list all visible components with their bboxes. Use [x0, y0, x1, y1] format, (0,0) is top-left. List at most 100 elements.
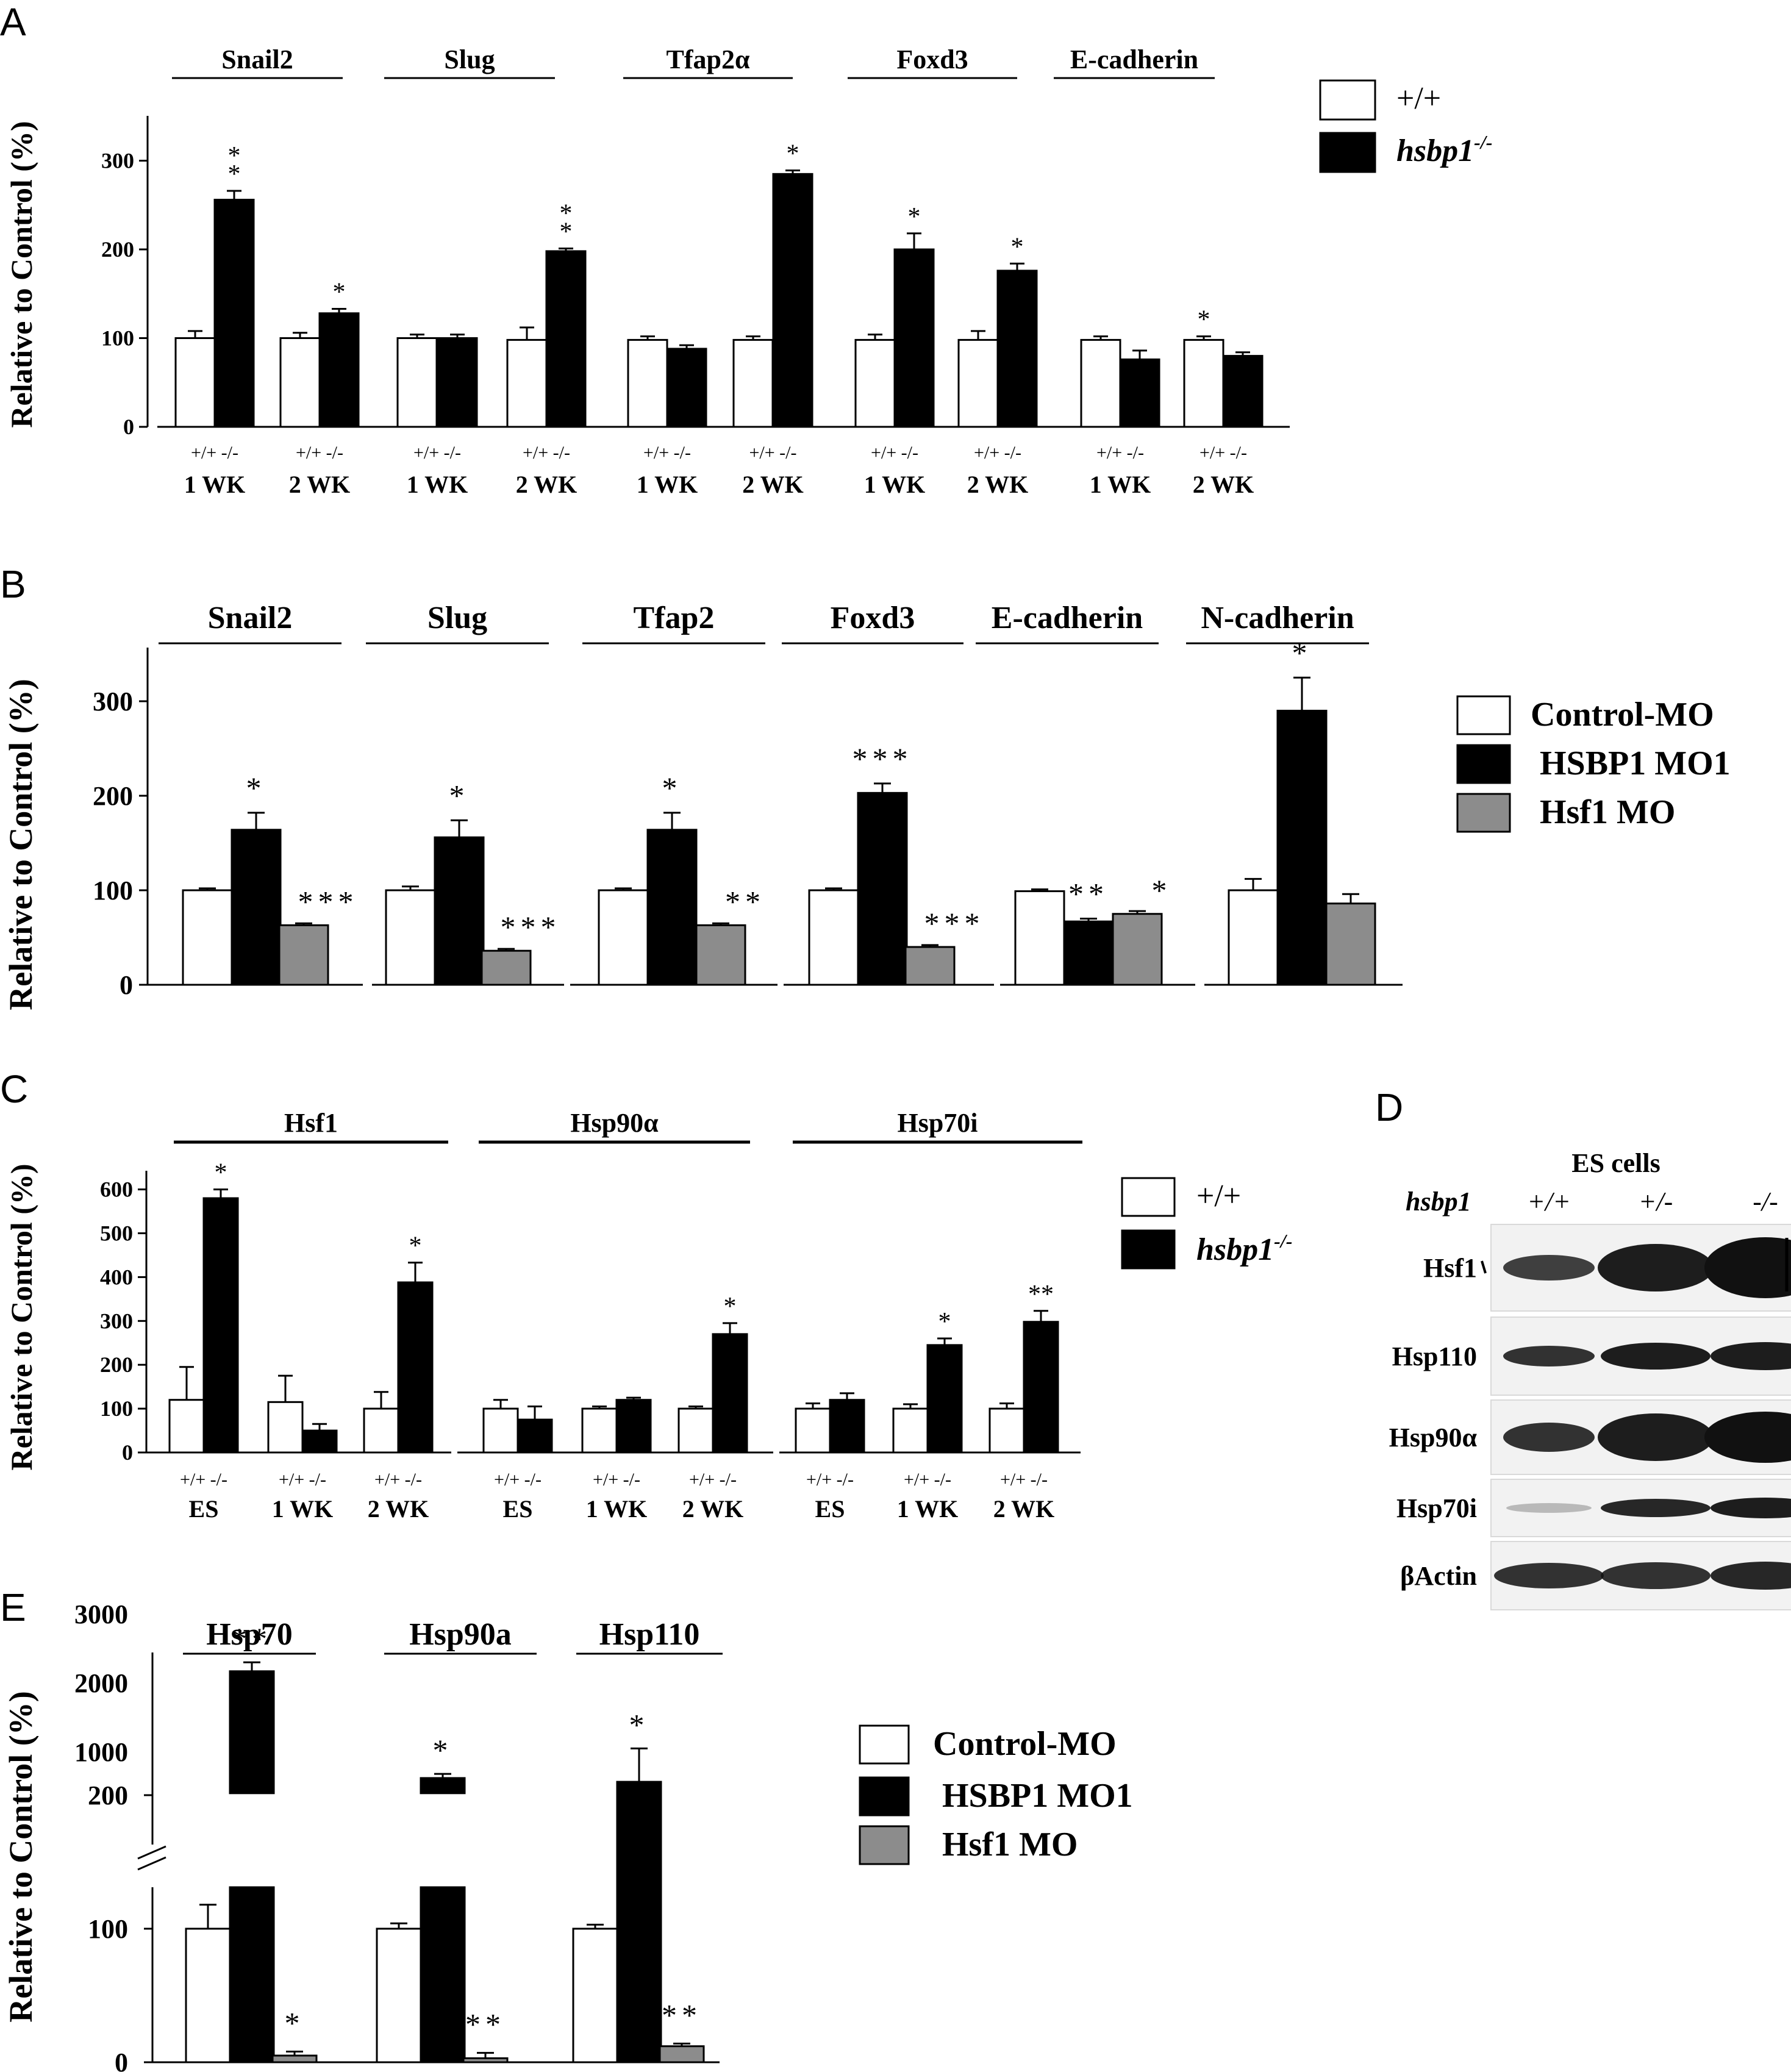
significance-marker: * — [228, 142, 241, 170]
bar — [1112, 913, 1163, 986]
legend-label: Control-MO — [1531, 696, 1714, 734]
bar — [385, 889, 436, 986]
genotype-label: +/+ -/- — [191, 443, 238, 463]
bar — [545, 250, 587, 428]
significance-marker: * — [333, 278, 346, 306]
bar — [437, 337, 478, 428]
bar — [616, 1781, 662, 2063]
gene-label: Hsf1 — [284, 1108, 338, 1138]
time-label: 2 WK — [682, 1495, 743, 1523]
significance-marker: * — [908, 203, 921, 231]
legend-swatch — [859, 1724, 910, 1765]
bar — [185, 1927, 231, 2063]
significance-marker: ** — [465, 2007, 506, 2042]
y-tick-label: 1000 — [74, 1737, 128, 1767]
significance-marker: * — [215, 1159, 227, 1187]
time-label: ES — [503, 1495, 533, 1523]
significance-marker: ** — [662, 1998, 702, 2032]
gene-label: Snail2 — [221, 45, 293, 74]
bar — [892, 1407, 929, 1454]
y-tick-label: 0 — [120, 970, 133, 1000]
legend-swatch — [1121, 1177, 1176, 1217]
bar — [168, 1399, 205, 1454]
legend-swatch — [1456, 793, 1511, 833]
genotype-label: +/+ -/- — [749, 443, 797, 463]
gene-label: E-cadherin — [1070, 45, 1198, 74]
legend-swatch — [859, 1825, 910, 1865]
lane-label: +/- — [1639, 1187, 1673, 1216]
bar — [301, 1429, 338, 1454]
bar — [1228, 889, 1279, 986]
bar — [712, 1333, 748, 1454]
y-tick-label: 100 — [101, 326, 134, 351]
y-tick-label: 100 — [100, 1396, 133, 1421]
bar — [376, 1927, 422, 2063]
gene-label: Foxd3 — [896, 45, 968, 74]
genotype-label: +/+ -/- — [806, 1470, 854, 1490]
bar-upper-segment — [229, 1670, 275, 1795]
bar — [1325, 902, 1376, 986]
legend-label: Control-MO — [933, 1725, 1117, 1763]
bar-lower-segment — [420, 1886, 466, 2063]
bar — [677, 1407, 714, 1454]
significance-marker: * — [560, 218, 573, 246]
time-label: 1 WK — [897, 1495, 958, 1523]
time-label: 1 WK — [864, 471, 925, 498]
bar — [732, 338, 774, 428]
blot-band — [1503, 1423, 1595, 1452]
blot-label: Hsp70i — [1396, 1493, 1477, 1523]
significance-marker: * — [285, 2006, 305, 2040]
significance-marker: ** — [1028, 1281, 1054, 1309]
y-tick-label: 3000 — [74, 1599, 128, 1629]
genotype-label: +/+ -/- — [643, 443, 691, 463]
panel-b-chart: Relative to Control (%) 0 100 200 300 Snail2 S… — [2, 601, 1731, 1010]
panel-letter-d: D — [1375, 1085, 1403, 1129]
axis-break-mark — [137, 1856, 166, 1871]
bar — [1023, 1321, 1059, 1454]
gene-label: Slug — [444, 45, 495, 74]
time-label: 1 WK — [1090, 471, 1151, 498]
bar — [1183, 338, 1224, 428]
genotype-label: +/+ -/- — [904, 1470, 951, 1490]
blot-band — [1601, 1343, 1711, 1370]
y-tick-label: 200 — [88, 1781, 128, 1810]
time-label: 1 WK — [637, 471, 698, 498]
panel-letter-b: B — [0, 562, 26, 606]
blot-band — [1506, 1503, 1592, 1513]
blot-band — [1598, 1244, 1714, 1291]
bar — [182, 889, 233, 986]
time-label: 2 WK — [967, 471, 1028, 498]
bar — [829, 1399, 865, 1454]
bar — [795, 1407, 831, 1454]
legend-label: hsbp1-/- — [1396, 131, 1492, 168]
significance-marker: * — [560, 200, 573, 228]
panel-letter-a: A — [0, 0, 26, 44]
y-axis-label: Relative to Control (%) — [4, 1163, 38, 1470]
panel-a-chart: Relative to Control (%) 0 100 200 300 Snail2 S… — [4, 45, 1492, 498]
bar — [481, 949, 532, 986]
lane-label: +/+ — [1527, 1187, 1571, 1216]
genotype-label: hsbp1 — [1406, 1187, 1471, 1216]
bar — [213, 199, 255, 428]
y-tick-label: 300 — [93, 687, 133, 716]
significance-marker: * — [228, 160, 241, 188]
gene-label: Hsp110 — [599, 1617, 700, 1652]
blot-band — [1503, 1346, 1595, 1366]
y-tick-label: 100 — [93, 876, 133, 906]
significance-marker: * — [1011, 233, 1024, 261]
significance-marker: ** — [1068, 877, 1109, 911]
axis-break-mark — [137, 1845, 166, 1860]
bar — [1119, 358, 1160, 428]
genotype-label: +/+ -/- — [279, 1470, 326, 1490]
time-label: 1 WK — [184, 471, 245, 498]
gene-label: Tfap2α — [666, 45, 749, 74]
time-label: 2 WK — [516, 471, 577, 498]
significance-marker: * — [246, 771, 266, 805]
y-tick-label: 500 — [100, 1221, 133, 1246]
panel-d-western-blot: ES cells hsbp1 +/+ +/- -/- Hsf1 Hsp110 Hsp90α Hs… — [1389, 1148, 1791, 1610]
bar — [772, 173, 813, 428]
bar — [1014, 890, 1065, 986]
legend-label: Hsf1 MO — [942, 1826, 1078, 1863]
significance-marker: * — [409, 1232, 422, 1260]
legend-superscript: -/- — [1474, 131, 1492, 153]
